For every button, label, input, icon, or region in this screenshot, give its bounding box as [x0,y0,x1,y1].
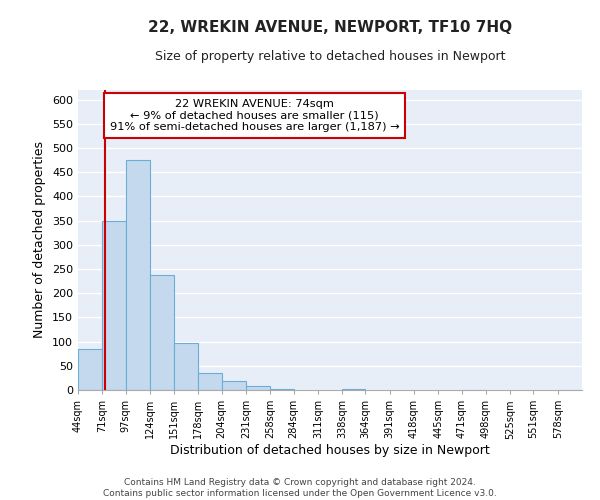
X-axis label: Distribution of detached houses by size in Newport: Distribution of detached houses by size … [170,444,490,457]
Text: Contains HM Land Registry data © Crown copyright and database right 2024.
Contai: Contains HM Land Registry data © Crown c… [103,478,497,498]
Bar [222,382,246,390]
Bar [78,349,102,390]
Bar [125,160,150,390]
Text: Size of property relative to detached houses in Newport: Size of property relative to detached ho… [155,50,505,63]
Bar [150,276,174,390]
Bar [246,386,270,390]
Bar [342,389,365,390]
Text: 22, WREKIN AVENUE, NEWPORT, TF10 7HQ: 22, WREKIN AVENUE, NEWPORT, TF10 7HQ [148,20,512,35]
Bar [199,373,222,390]
Bar [102,220,125,390]
Text: 22 WREKIN AVENUE: 74sqm
← 9% of detached houses are smaller (115)
91% of semi-de: 22 WREKIN AVENUE: 74sqm ← 9% of detached… [110,99,399,132]
Bar [174,343,199,390]
Bar [270,388,293,390]
Y-axis label: Number of detached properties: Number of detached properties [34,142,46,338]
